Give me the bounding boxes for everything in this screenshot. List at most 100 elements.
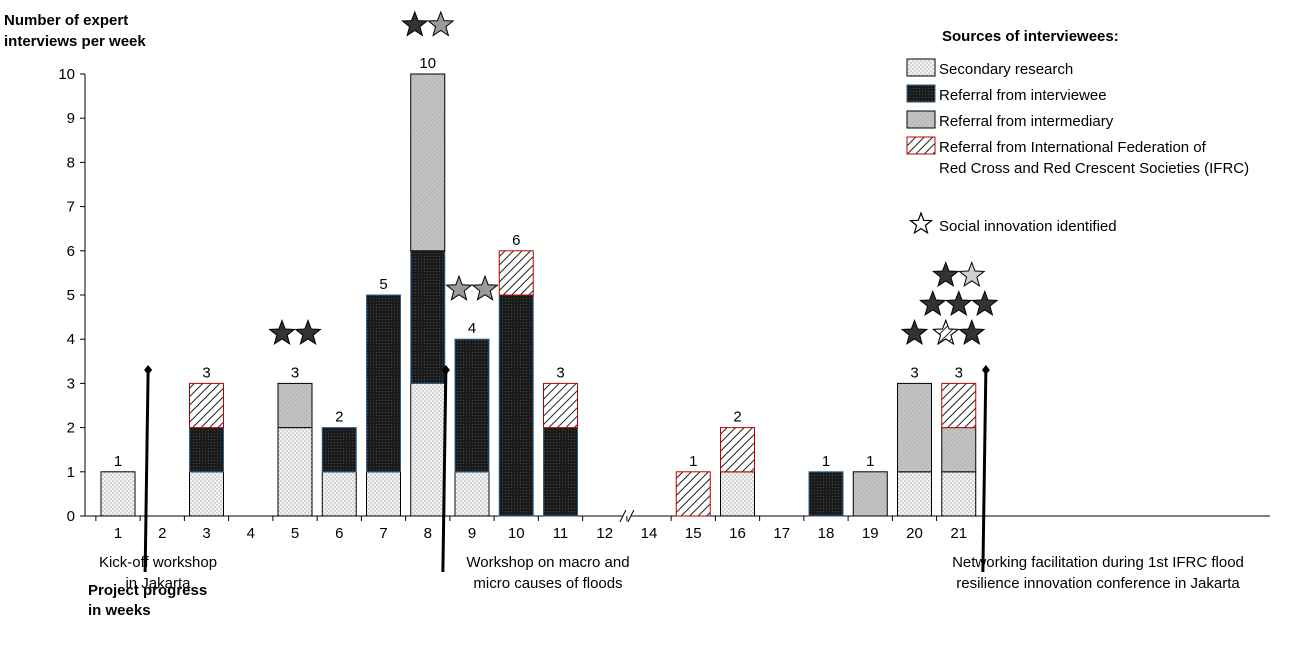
x-tick-label: 3 bbox=[202, 525, 210, 542]
y-tick-label: 6 bbox=[67, 243, 75, 260]
milestone-marker-tip bbox=[981, 365, 990, 375]
bar-segment-dark bbox=[454, 338, 490, 473]
x-tick-label: 18 bbox=[818, 525, 835, 542]
bar-segment-hatch bbox=[498, 250, 534, 296]
legend-label-secondary-research: Secondary research bbox=[939, 61, 1073, 78]
bar-segment-dark bbox=[366, 294, 401, 473]
x-tick-label: 15 bbox=[685, 525, 702, 542]
milestone-label-line2: micro causes of floods bbox=[473, 575, 622, 592]
star-legend-label: Social innovation identified bbox=[939, 218, 1117, 235]
social-innovation-star-icon bbox=[900, 318, 929, 346]
bar-segment-hatch bbox=[720, 427, 755, 473]
legend-label-referral-ifrc-line2: Red Cross and Red Crescent Societies (IF… bbox=[939, 160, 1249, 177]
milestone-marker-line bbox=[981, 369, 988, 573]
social-innovation-star-icon bbox=[932, 318, 960, 346]
bar-segment-dark bbox=[498, 294, 534, 517]
x-tick-label: 14 bbox=[641, 525, 658, 542]
bar-total-label: 3 bbox=[291, 364, 299, 381]
bar-total-label: 5 bbox=[379, 276, 387, 293]
bar-total-label: 2 bbox=[733, 409, 741, 426]
milestone-label-line2: resilience innovation conference in Jaka… bbox=[956, 575, 1240, 592]
milestone-label-line1: Workshop on macro and bbox=[466, 554, 629, 571]
y-tick-label: 5 bbox=[67, 287, 75, 304]
x-tick-label: 17 bbox=[773, 525, 790, 542]
bar-segment-grey bbox=[941, 427, 977, 473]
bar-segment-dots bbox=[366, 471, 401, 517]
y-tick-label: 9 bbox=[67, 110, 75, 127]
bar-segment-dots bbox=[720, 471, 755, 517]
x-tick-label: 19 bbox=[862, 525, 879, 542]
social-innovation-star-icon bbox=[294, 318, 322, 346]
axis-break-mark bbox=[627, 509, 635, 523]
x-tick-label: 2 bbox=[158, 525, 166, 542]
legend-swatch-secondary-research bbox=[906, 58, 936, 77]
bar-segment-hatch bbox=[941, 382, 977, 429]
x-tick-label: 9 bbox=[468, 525, 476, 542]
x-tick-label: 7 bbox=[379, 525, 387, 542]
social-innovation-star-icon bbox=[268, 318, 296, 346]
bar-segment-dots bbox=[277, 427, 313, 517]
social-innovation-star-icon bbox=[958, 318, 986, 346]
x-tick-label: 11 bbox=[553, 525, 569, 542]
y-tick-label: 0 bbox=[67, 508, 75, 525]
legend-swatch-referral-ifrc bbox=[906, 136, 936, 155]
bar-segment-hatch bbox=[675, 471, 711, 517]
bar-total-label: 3 bbox=[910, 364, 918, 381]
bar-segment-dots bbox=[941, 471, 977, 517]
legend-title: Sources of interviewees: bbox=[942, 28, 1119, 45]
legend-label-referral-intermediary: Referral from intermediary bbox=[939, 113, 1114, 130]
bar-segment-dark bbox=[189, 427, 224, 473]
y-axis-title-line1: Number of expert bbox=[4, 12, 128, 29]
y-tick-label: 2 bbox=[67, 420, 75, 437]
y-tick-label: 4 bbox=[67, 331, 75, 348]
bar-segment-grey bbox=[852, 471, 888, 517]
bar-total-label: 3 bbox=[556, 364, 564, 381]
bar-segment-dots bbox=[100, 471, 136, 517]
x-tick-label: 21 bbox=[950, 525, 967, 542]
social-innovation-star-icon bbox=[945, 289, 973, 317]
milestone-marker-tip bbox=[441, 365, 450, 375]
bar-segment-dark bbox=[543, 427, 578, 517]
bar-total-label: 1 bbox=[114, 453, 122, 470]
y-axis-title-line2: interviews per week bbox=[4, 33, 146, 50]
milestone-label-line1: Kick-off workshop bbox=[99, 554, 217, 571]
bar-segment-dots bbox=[321, 471, 357, 517]
x-axis-title-line2: in weeks bbox=[88, 602, 151, 619]
bar-total-label: 1 bbox=[689, 453, 697, 470]
y-tick-label: 7 bbox=[67, 199, 75, 216]
legend-label-referral-ifrc-line1: Referral from International Federation o… bbox=[939, 139, 1207, 156]
bar-segment-dots bbox=[454, 471, 490, 517]
bar-total-label: 2 bbox=[335, 409, 343, 426]
social-innovation-star-icon bbox=[971, 289, 999, 317]
bar-segment-grey bbox=[897, 382, 932, 473]
x-tick-label: 12 bbox=[596, 525, 613, 542]
social-innovation-star-icon bbox=[932, 260, 960, 288]
y-tick-label: 10 bbox=[58, 66, 75, 83]
milestone-marker-line bbox=[441, 369, 448, 573]
bar-segment-dots bbox=[897, 471, 932, 517]
bar-segment-hatch bbox=[189, 382, 224, 429]
y-tick-label: 1 bbox=[67, 464, 75, 481]
bar-total-label: 3 bbox=[955, 364, 963, 381]
milestone-label-line1: Networking facilitation during 1st IFRC … bbox=[952, 554, 1244, 571]
x-tick-label: 10 bbox=[508, 525, 525, 542]
x-axis-title-line1: Project progress bbox=[88, 582, 207, 599]
bar-segment-dark bbox=[410, 250, 446, 384]
bar-segment-dots bbox=[189, 471, 224, 517]
social-innovation-star-icon bbox=[427, 10, 455, 37]
bar-total-label: 1 bbox=[822, 453, 830, 470]
bar-segment-grey bbox=[410, 73, 446, 252]
axis-break-mark bbox=[619, 509, 627, 523]
x-tick-label: 6 bbox=[335, 525, 343, 542]
bar-segment-dark bbox=[808, 471, 844, 517]
bar-segment-dots bbox=[410, 382, 446, 517]
x-tick-label: 4 bbox=[247, 525, 255, 542]
y-tick-label: 8 bbox=[67, 154, 75, 171]
legend-label-referral-interviewee: Referral from interviewee bbox=[939, 87, 1107, 104]
bar-total-label: 4 bbox=[468, 320, 476, 337]
bar-segment-grey bbox=[277, 382, 313, 429]
legend: Sources of interviewees: Secondary resea… bbox=[906, 28, 1249, 235]
bar-total-label: 1 bbox=[866, 453, 874, 470]
